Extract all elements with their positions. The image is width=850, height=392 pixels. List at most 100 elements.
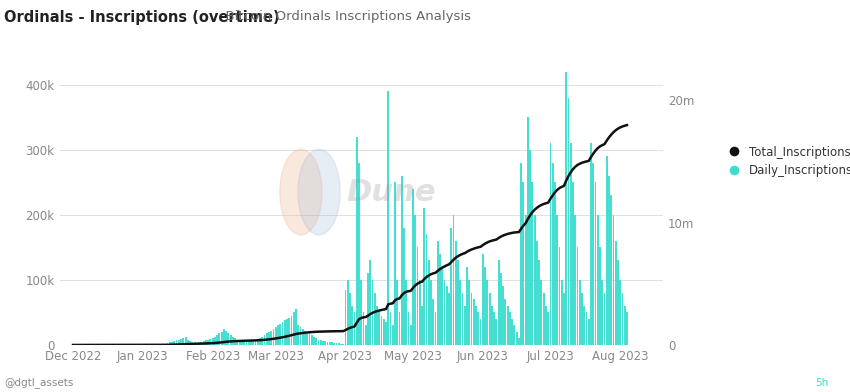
Bar xyxy=(575,215,576,345)
Bar xyxy=(530,150,531,345)
Bar xyxy=(221,332,223,345)
Bar xyxy=(298,325,299,345)
Bar xyxy=(349,293,351,345)
Bar xyxy=(376,306,378,345)
Bar xyxy=(581,293,583,345)
Bar xyxy=(218,333,220,345)
Bar xyxy=(401,176,403,345)
Bar xyxy=(610,195,612,345)
Bar xyxy=(337,343,340,345)
Bar xyxy=(304,330,306,345)
Bar xyxy=(615,241,616,345)
Bar xyxy=(576,247,578,345)
Bar xyxy=(534,215,536,345)
Bar xyxy=(351,306,353,345)
Bar xyxy=(198,342,200,345)
Bar xyxy=(502,287,504,345)
Bar xyxy=(235,338,236,345)
Bar xyxy=(500,273,501,345)
Bar xyxy=(437,241,439,345)
Bar xyxy=(389,312,392,345)
Bar xyxy=(374,293,376,345)
Bar xyxy=(329,342,331,345)
Bar xyxy=(416,247,418,345)
Bar xyxy=(464,306,466,345)
Bar xyxy=(167,343,168,345)
Bar xyxy=(331,342,333,345)
Bar xyxy=(354,312,355,345)
Bar xyxy=(444,280,445,345)
Bar xyxy=(518,338,520,345)
Bar xyxy=(504,299,507,345)
Bar xyxy=(592,163,594,345)
Legend: Total_Inscriptions, Daily_Inscriptions: Total_Inscriptions, Daily_Inscriptions xyxy=(717,141,850,182)
Bar xyxy=(588,319,590,345)
Bar xyxy=(239,340,241,345)
Bar xyxy=(250,341,252,345)
Text: 5h: 5h xyxy=(815,378,829,388)
Bar xyxy=(563,293,564,345)
Bar xyxy=(408,312,410,345)
Bar xyxy=(306,332,308,345)
Bar xyxy=(286,319,288,345)
Bar xyxy=(257,339,258,345)
Bar xyxy=(462,293,463,345)
Bar xyxy=(561,280,563,345)
Bar xyxy=(169,342,171,345)
Bar xyxy=(617,260,619,345)
Bar xyxy=(583,306,585,345)
Bar xyxy=(280,324,281,345)
Bar xyxy=(343,344,344,345)
Bar xyxy=(360,280,362,345)
Bar xyxy=(183,338,184,345)
Bar xyxy=(554,182,556,345)
Bar xyxy=(284,320,286,345)
Bar xyxy=(178,340,179,345)
Bar xyxy=(486,280,488,345)
Bar xyxy=(527,117,529,345)
Bar xyxy=(365,325,366,345)
Bar xyxy=(247,342,250,345)
Bar xyxy=(520,163,522,345)
Bar xyxy=(594,182,597,345)
Bar xyxy=(620,280,621,345)
Bar xyxy=(261,337,263,345)
Bar xyxy=(392,325,394,345)
Bar xyxy=(191,342,193,345)
Bar xyxy=(236,340,238,345)
Bar xyxy=(491,306,493,345)
Bar xyxy=(318,340,320,345)
Ellipse shape xyxy=(298,149,340,235)
Bar xyxy=(266,333,268,345)
Bar xyxy=(626,312,628,345)
Bar xyxy=(270,330,272,345)
Bar xyxy=(453,215,455,345)
Bar xyxy=(311,335,313,345)
Bar xyxy=(455,241,456,345)
Bar xyxy=(381,316,382,345)
Bar xyxy=(396,280,398,345)
Text: Bitcoin Ordinals Inscriptions Analysis: Bitcoin Ordinals Inscriptions Analysis xyxy=(217,10,471,23)
Bar xyxy=(277,325,279,345)
Bar xyxy=(246,342,247,345)
Bar xyxy=(254,340,257,345)
Bar xyxy=(415,215,416,345)
Bar xyxy=(347,280,348,345)
Bar xyxy=(190,341,191,345)
Bar xyxy=(202,341,205,345)
Bar xyxy=(325,341,326,345)
Bar xyxy=(586,312,587,345)
Bar xyxy=(524,215,526,345)
Bar xyxy=(264,335,265,345)
Bar xyxy=(378,312,380,345)
Bar xyxy=(446,287,448,345)
Bar xyxy=(367,273,369,345)
Bar xyxy=(536,241,538,345)
Bar xyxy=(243,342,245,345)
Bar xyxy=(545,306,547,345)
Text: Ordinals - Inscriptions (overtime): Ordinals - Inscriptions (overtime) xyxy=(4,10,280,25)
Bar xyxy=(184,337,186,345)
Bar xyxy=(460,280,462,345)
Bar xyxy=(538,260,540,345)
Bar xyxy=(433,299,434,345)
